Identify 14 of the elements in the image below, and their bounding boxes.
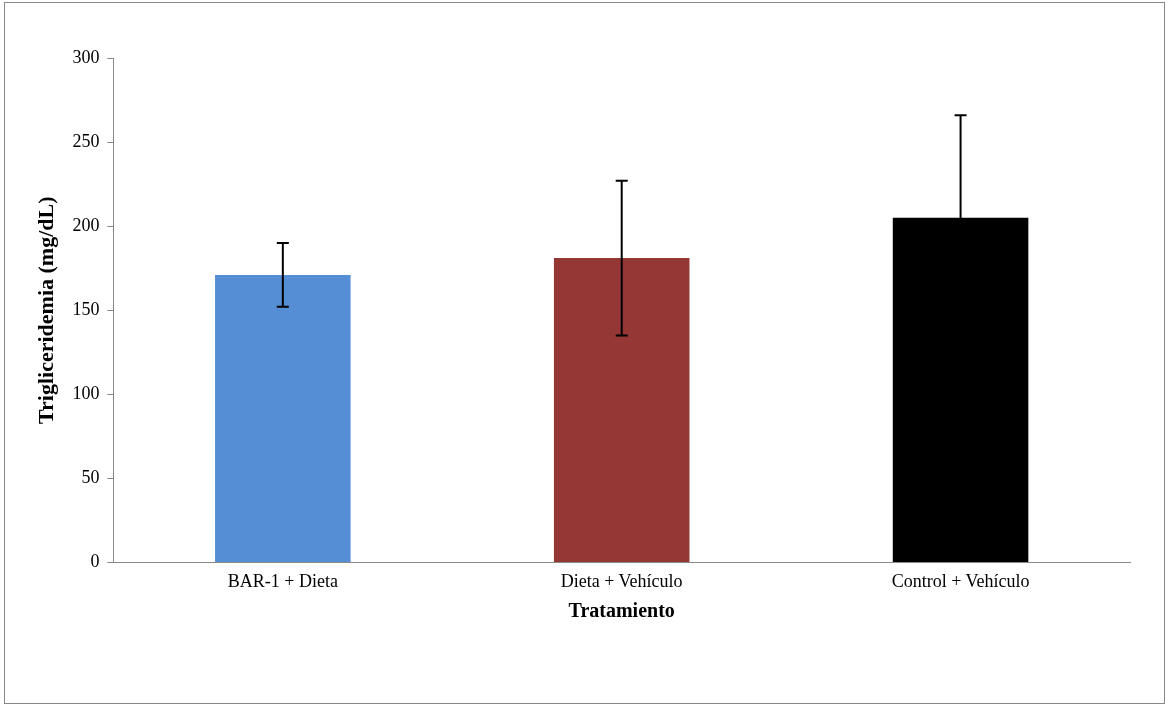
y-tick-label: 50 — [81, 467, 100, 488]
x-tick-label: Control + Vehículo — [891, 570, 1030, 591]
y-tick-label: 150 — [72, 298, 100, 319]
x-tick-label: Dieta + Vehículo — [560, 570, 683, 591]
y-tick-label: 300 — [72, 46, 100, 67]
x-axis-title: Tratamiento — [568, 599, 675, 622]
y-tick-label: 0 — [90, 551, 100, 572]
bar — [553, 258, 690, 562]
y-axis-title: Trigliceridemia (mg/dL) — [32, 196, 58, 424]
y-tick-label: 250 — [72, 130, 100, 151]
bar — [215, 274, 351, 562]
y-tick-label: 100 — [72, 383, 100, 403]
x-tick-label: BAR-1 + Dieta — [227, 570, 338, 591]
y-tick-label: 200 — [72, 214, 100, 235]
